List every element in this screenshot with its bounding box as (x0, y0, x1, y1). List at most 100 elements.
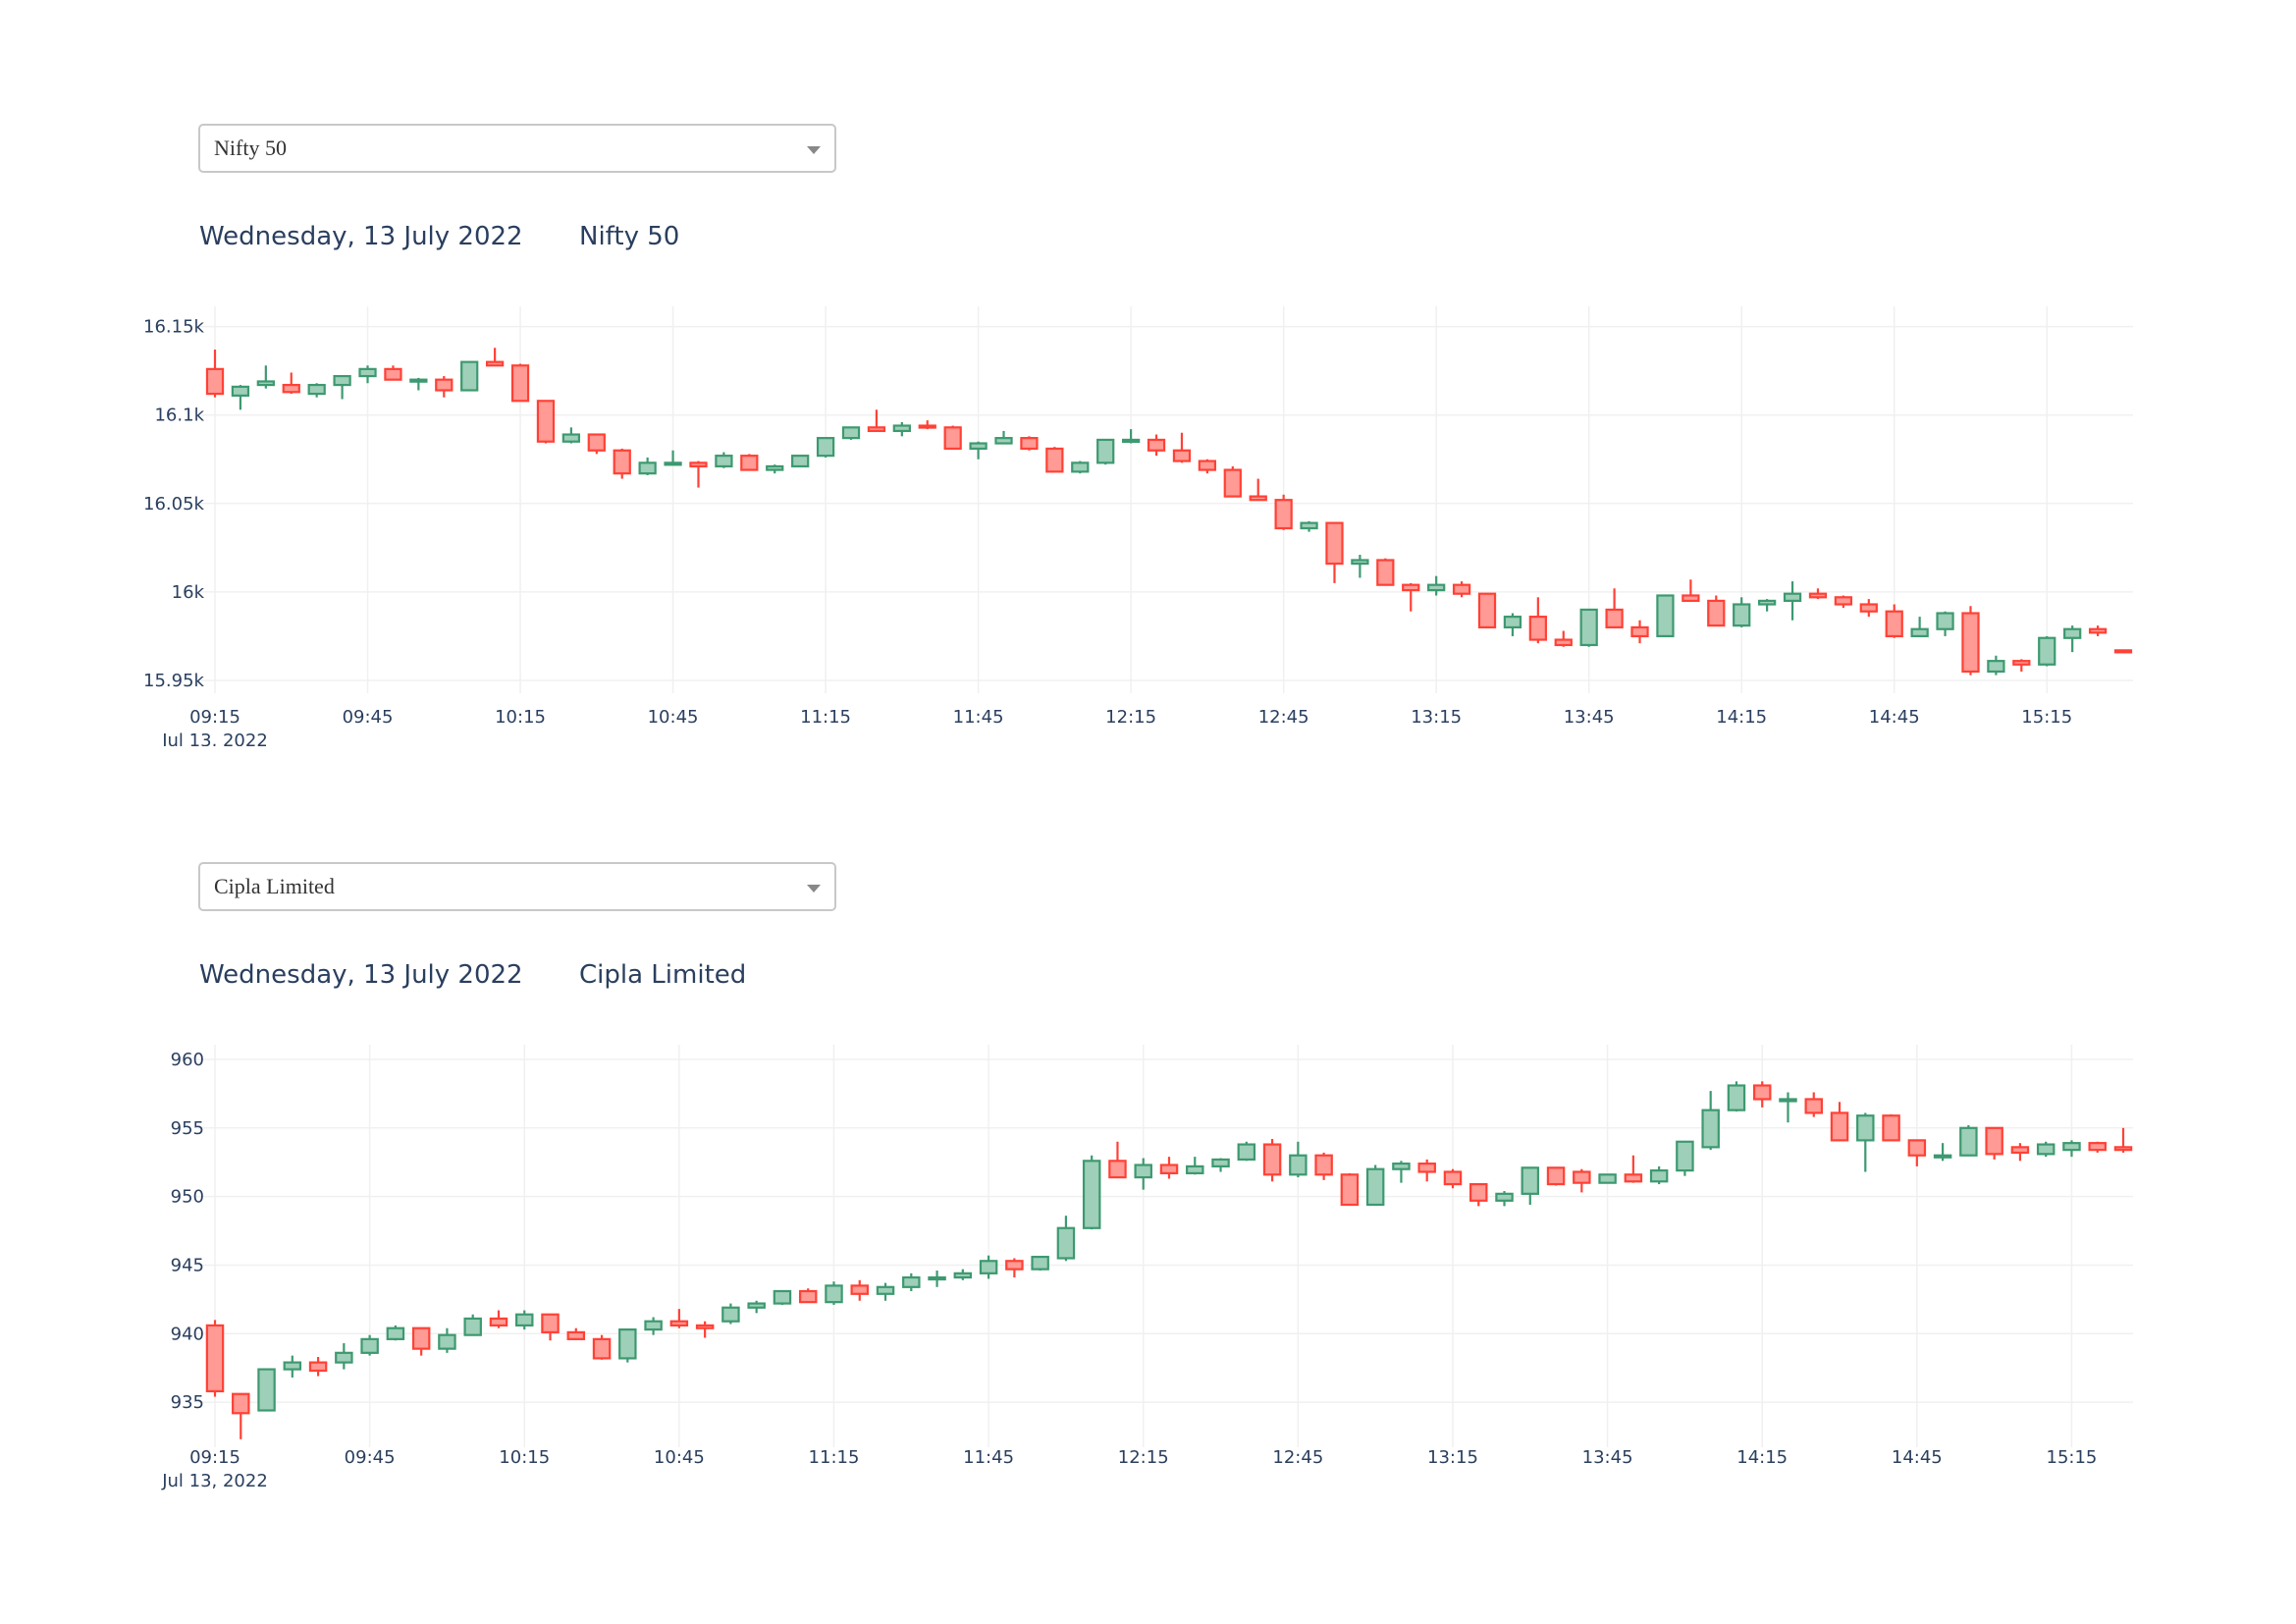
candle[interactable] (231, 385, 250, 410)
candle[interactable] (669, 1309, 689, 1328)
candle[interactable] (1071, 460, 1090, 474)
candle[interactable] (747, 1300, 766, 1314)
candle[interactable] (1351, 555, 1369, 578)
candle[interactable] (1752, 1081, 1772, 1108)
candle[interactable] (1554, 630, 1573, 647)
candle[interactable] (2062, 1140, 2081, 1158)
candle[interactable] (1325, 521, 1344, 583)
candle[interactable] (335, 1343, 353, 1370)
candle[interactable] (902, 1272, 921, 1291)
candle[interactable] (1262, 1138, 1282, 1182)
candle[interactable] (1020, 436, 1039, 451)
candle[interactable] (2010, 1143, 2030, 1162)
candle[interactable] (307, 383, 326, 398)
chevron-down-icon[interactable] (807, 885, 821, 893)
candle[interactable] (358, 365, 377, 384)
candle[interactable] (308, 1357, 328, 1377)
candle[interactable] (1211, 1158, 1230, 1172)
candle[interactable] (1830, 1102, 1849, 1142)
candle[interactable] (1031, 1255, 1049, 1272)
candle[interactable] (1147, 434, 1166, 457)
candle[interactable] (1495, 1191, 1514, 1207)
candle[interactable] (1108, 1141, 1127, 1179)
candle[interactable] (825, 1281, 843, 1305)
candle[interactable] (2088, 625, 2108, 636)
candle[interactable] (1727, 1081, 1746, 1112)
candle[interactable] (1452, 581, 1471, 598)
candle[interactable] (1300, 520, 1318, 532)
candle[interactable] (1707, 595, 1726, 627)
candle[interactable] (333, 374, 351, 400)
candle[interactable] (566, 1327, 586, 1340)
candle[interactable] (1521, 1166, 1540, 1206)
candle[interactable] (850, 1279, 870, 1301)
candle[interactable] (2012, 659, 2031, 672)
candle[interactable] (205, 350, 225, 398)
candle[interactable] (1546, 1166, 1566, 1186)
candle[interactable] (1005, 1258, 1024, 1278)
candle[interactable] (257, 1368, 276, 1412)
candle[interactable] (867, 409, 886, 433)
candle[interactable] (1056, 1216, 1076, 1262)
candle[interactable] (773, 1289, 792, 1305)
candle[interactable] (256, 365, 275, 389)
candle[interactable] (1985, 1126, 2003, 1160)
candle[interactable] (953, 1269, 973, 1280)
candle[interactable] (1933, 1143, 1952, 1162)
candle[interactable] (2036, 1141, 2056, 1158)
candle[interactable] (2088, 1141, 2107, 1153)
candle[interactable] (613, 448, 631, 479)
candle[interactable] (1468, 1182, 1488, 1207)
stock-selector-dropdown[interactable]: Cipla Limited (198, 862, 836, 911)
candle[interactable] (943, 425, 962, 451)
candle[interactable] (1682, 579, 1700, 603)
candle[interactable] (1186, 1157, 1204, 1175)
candle[interactable] (1907, 1139, 1927, 1166)
chevron-down-icon[interactable] (807, 146, 821, 154)
candle[interactable] (1274, 494, 1293, 530)
candle[interactable] (1237, 1141, 1256, 1162)
candle[interactable] (969, 441, 988, 460)
candle[interactable] (1630, 620, 1649, 644)
candle[interactable] (1392, 1161, 1411, 1183)
candle[interactable] (1249, 478, 1267, 502)
candle[interactable] (1082, 1155, 1101, 1230)
candle[interactable] (1733, 597, 1751, 627)
candle[interactable] (841, 426, 861, 440)
candle[interactable] (1172, 432, 1192, 463)
candle[interactable] (1198, 459, 1217, 474)
candle[interactable] (384, 365, 402, 381)
candle[interactable] (1859, 599, 1878, 618)
candle[interactable] (928, 1271, 946, 1287)
candle[interactable] (1223, 465, 1242, 498)
candle[interactable] (2113, 649, 2133, 654)
candle[interactable] (618, 1327, 637, 1363)
candle[interactable] (1402, 582, 1420, 612)
candle[interactable] (1427, 575, 1446, 596)
candle[interactable] (1961, 606, 1980, 676)
candle[interactable] (2113, 1127, 2133, 1153)
candle[interactable] (1134, 1158, 1152, 1190)
candle[interactable] (1804, 1092, 1824, 1117)
candle[interactable] (1314, 1152, 1333, 1180)
candle[interactable] (1579, 608, 1598, 647)
candle[interactable] (1649, 1165, 1669, 1185)
candle[interactable] (1503, 613, 1522, 636)
candle[interactable] (721, 1303, 740, 1325)
candle[interactable] (1096, 438, 1115, 465)
candle[interactable] (1289, 1141, 1308, 1178)
candle[interactable] (766, 464, 784, 474)
candle[interactable] (1656, 594, 1675, 638)
candle[interactable] (463, 1314, 482, 1336)
candlestick-chart-cipla[interactable]: 935 940 945 950 955 960 09:15 09:45 10:15 10:45 11… (0, 746, 2296, 1492)
candle[interactable] (1779, 1092, 1797, 1123)
candle[interactable] (1477, 592, 1497, 629)
candle[interactable] (1856, 1112, 1875, 1172)
candle[interactable] (1340, 1172, 1360, 1207)
candle[interactable] (994, 430, 1013, 445)
candle[interactable] (791, 455, 810, 468)
candle[interactable] (561, 427, 581, 444)
candle[interactable] (514, 1310, 534, 1330)
candle[interactable] (740, 454, 759, 471)
candle[interactable] (592, 1334, 612, 1360)
